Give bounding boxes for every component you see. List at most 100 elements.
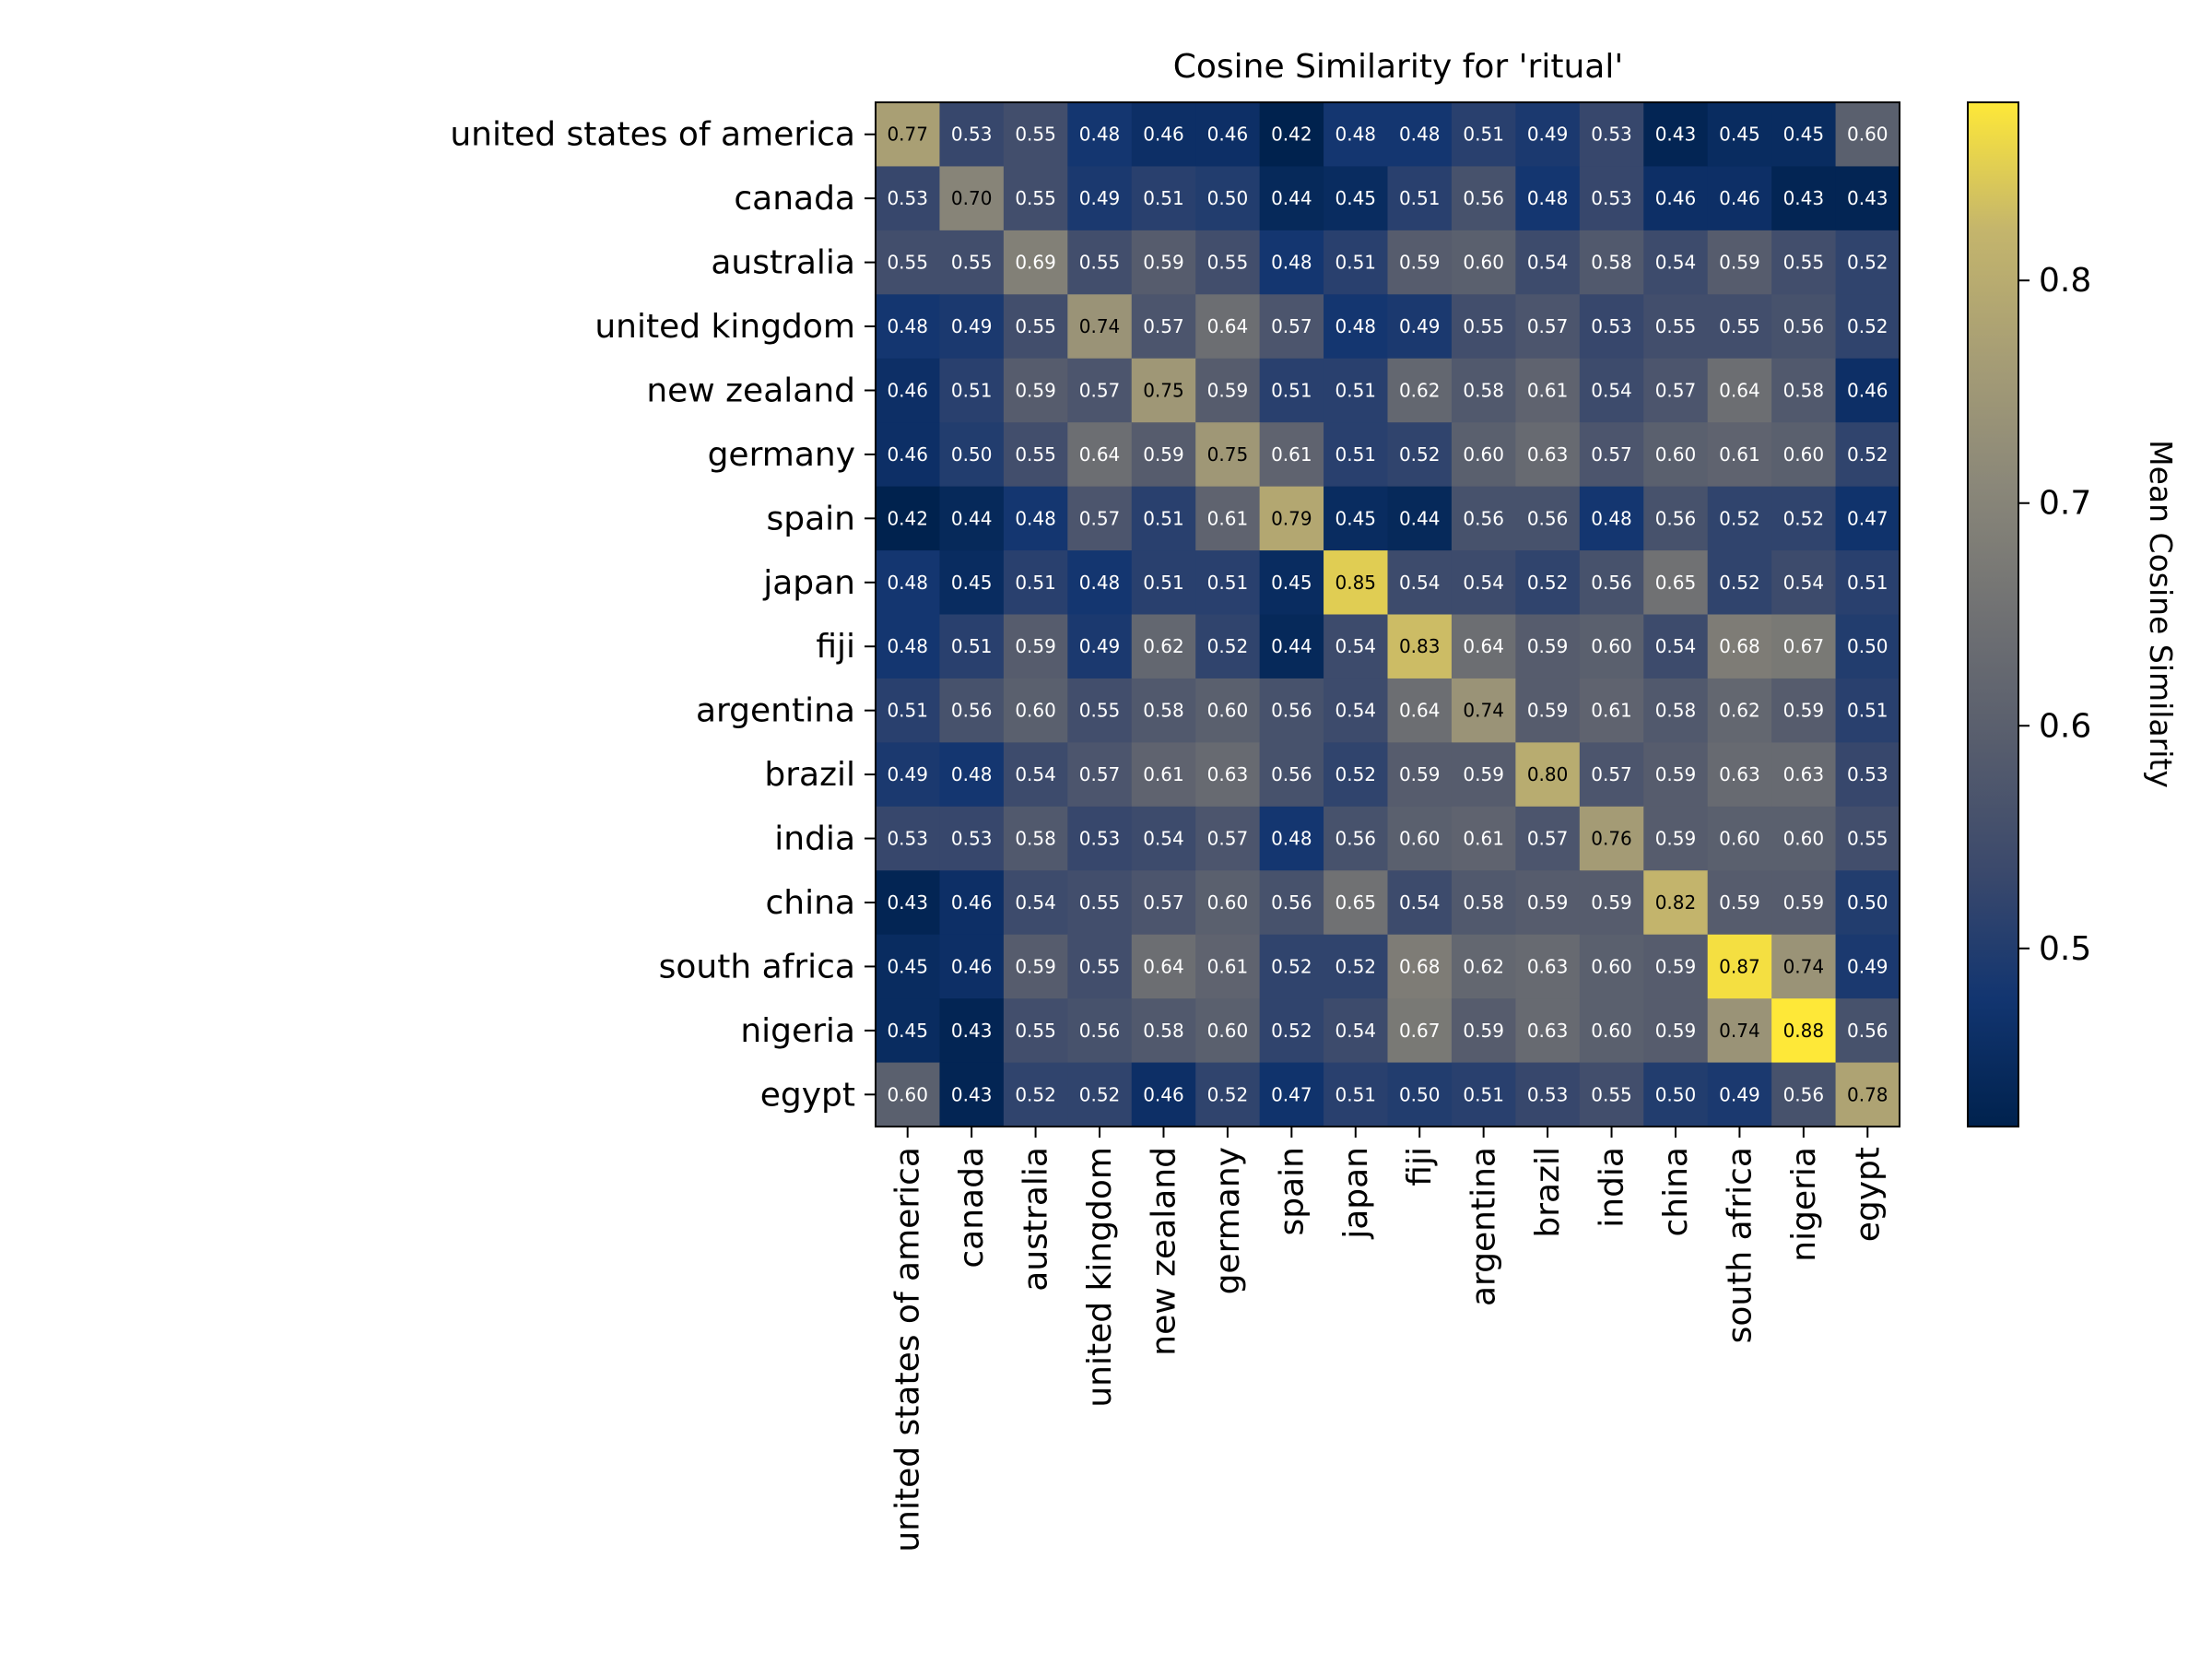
heatmap-cell bbox=[939, 358, 1005, 423]
cell-value-label: 0.47 bbox=[1847, 507, 1888, 529]
heatmap-cell bbox=[1067, 550, 1133, 616]
cell-value-label: 0.45 bbox=[1271, 572, 1312, 594]
cell-value-label: 0.54 bbox=[1591, 379, 1632, 401]
cell-value-label: 0.55 bbox=[1015, 443, 1056, 466]
heatmap-cell bbox=[1067, 358, 1133, 423]
cell-value-label: 0.55 bbox=[1463, 315, 1504, 337]
heatmap-cell bbox=[939, 230, 1005, 295]
heatmap-cell bbox=[1835, 934, 1900, 999]
cell-value-label: 0.56 bbox=[1271, 700, 1312, 722]
heatmap-cell bbox=[1771, 678, 1837, 743]
heatmap-cell bbox=[1259, 1062, 1324, 1127]
cell-value-label: 0.57 bbox=[1207, 828, 1249, 850]
cell-value-label: 0.53 bbox=[887, 187, 928, 209]
cell-value-label: 0.43 bbox=[887, 891, 928, 914]
cell-value-label: 0.44 bbox=[1399, 507, 1441, 529]
cell-value-label: 0.56 bbox=[1335, 828, 1377, 850]
cell-value-label: 0.53 bbox=[951, 828, 993, 850]
cell-value-label: 0.43 bbox=[1783, 187, 1825, 209]
heatmap-cells bbox=[876, 102, 1900, 1127]
heatmap-cell bbox=[876, 166, 941, 231]
cell-value-label: 0.61 bbox=[1591, 700, 1632, 722]
x-tick-label: south africa bbox=[1721, 1147, 1759, 1343]
cell-value-label: 0.57 bbox=[1271, 315, 1312, 337]
cell-value-label: 0.45 bbox=[1335, 507, 1377, 529]
heatmap-cell bbox=[1259, 486, 1324, 551]
heatmap-cell bbox=[1195, 550, 1261, 616]
heatmap-cell bbox=[1131, 230, 1196, 295]
x-tick-label: india bbox=[1594, 1147, 1631, 1228]
heatmap-cell bbox=[1195, 230, 1261, 295]
cell-value-label: 0.53 bbox=[1847, 763, 1888, 785]
heatmap-cell bbox=[1259, 294, 1324, 360]
cell-value-label: 0.65 bbox=[1655, 572, 1697, 594]
cell-value-label: 0.64 bbox=[1719, 379, 1760, 401]
cell-value-label: 0.44 bbox=[1271, 187, 1312, 209]
heatmap-cell bbox=[1003, 998, 1068, 1064]
heatmap-cell bbox=[1324, 614, 1389, 679]
cell-value-label: 0.85 bbox=[1335, 572, 1377, 594]
cell-value-label: 0.51 bbox=[951, 635, 993, 657]
cell-value-label: 0.59 bbox=[1527, 700, 1569, 722]
heatmap-cell bbox=[1195, 358, 1261, 423]
heatmap-cell bbox=[1067, 614, 1133, 679]
heatmap-cell bbox=[1515, 166, 1581, 231]
heatmap-cell bbox=[1707, 998, 1772, 1064]
cell-value-label: 0.51 bbox=[887, 700, 928, 722]
cell-value-label: 0.59 bbox=[1143, 443, 1184, 466]
cell-value-label: 0.51 bbox=[1847, 700, 1888, 722]
heatmap-cell bbox=[1515, 422, 1581, 488]
cell-value-label: 0.58 bbox=[1143, 1020, 1184, 1042]
cell-value-label: 0.44 bbox=[1271, 635, 1312, 657]
heatmap-cell bbox=[1259, 998, 1324, 1064]
cell-value-label: 0.57 bbox=[1591, 763, 1632, 785]
heatmap-cell bbox=[1067, 870, 1133, 936]
heatmap-cell bbox=[876, 934, 941, 999]
heatmap-cell bbox=[1643, 230, 1709, 295]
heatmap-cell bbox=[876, 1062, 941, 1127]
cell-value-label: 0.59 bbox=[1207, 379, 1249, 401]
cell-value-label: 0.59 bbox=[1719, 891, 1760, 914]
heatmap-cell bbox=[1324, 358, 1389, 423]
x-tick-label: canada bbox=[953, 1147, 991, 1269]
cell-value-label: 0.60 bbox=[1015, 700, 1056, 722]
heatmap-cell bbox=[1387, 422, 1453, 488]
heatmap-cell bbox=[1579, 870, 1644, 936]
heatmap-cell bbox=[1259, 806, 1324, 871]
y-tick-label: china bbox=[766, 884, 856, 922]
y-tick-label: new zealand bbox=[646, 372, 855, 409]
cell-value-label: 0.52 bbox=[1399, 443, 1441, 466]
cell-value-label: 0.54 bbox=[1335, 700, 1377, 722]
cell-value-label: 0.55 bbox=[1207, 252, 1249, 274]
cell-value-label: 0.51 bbox=[1207, 572, 1249, 594]
heatmap-cell bbox=[1195, 102, 1261, 168]
heatmap-cell bbox=[876, 358, 941, 423]
x-tick-label: spain bbox=[1273, 1147, 1311, 1236]
heatmap-cell bbox=[1067, 934, 1133, 999]
x-tick-label: egypt bbox=[1849, 1147, 1887, 1242]
heatmap-cell bbox=[1387, 486, 1453, 551]
heatmap-cell bbox=[1707, 358, 1772, 423]
heatmap-cell bbox=[1131, 294, 1196, 360]
colorbar-tick-label: 0.8 bbox=[2039, 262, 2091, 300]
heatmap-cell bbox=[1643, 486, 1709, 551]
cell-value-label: 0.48 bbox=[1527, 187, 1569, 209]
cell-value-label: 0.48 bbox=[1079, 572, 1121, 594]
cell-value-label: 0.50 bbox=[1399, 1083, 1441, 1105]
heatmap-cell bbox=[1835, 486, 1900, 551]
heatmap-cell bbox=[1387, 870, 1453, 936]
heatmap-cell bbox=[1643, 806, 1709, 871]
cell-value-label: 0.59 bbox=[1655, 828, 1697, 850]
cell-value-label: 0.51 bbox=[1463, 1083, 1504, 1105]
cell-value-label: 0.59 bbox=[1655, 763, 1697, 785]
heatmap-cell bbox=[1771, 806, 1837, 871]
cell-value-label: 0.49 bbox=[1079, 635, 1121, 657]
y-tick-label: nigeria bbox=[740, 1012, 855, 1050]
cell-value-label: 0.63 bbox=[1207, 763, 1249, 785]
heatmap-cell bbox=[876, 422, 941, 488]
cell-value-label: 0.48 bbox=[1079, 124, 1121, 146]
cell-value-label: 0.55 bbox=[1591, 1083, 1632, 1105]
heatmap-cell bbox=[1003, 294, 1068, 360]
heatmap-cell bbox=[1579, 550, 1644, 616]
heatmap-cell bbox=[1131, 870, 1196, 936]
